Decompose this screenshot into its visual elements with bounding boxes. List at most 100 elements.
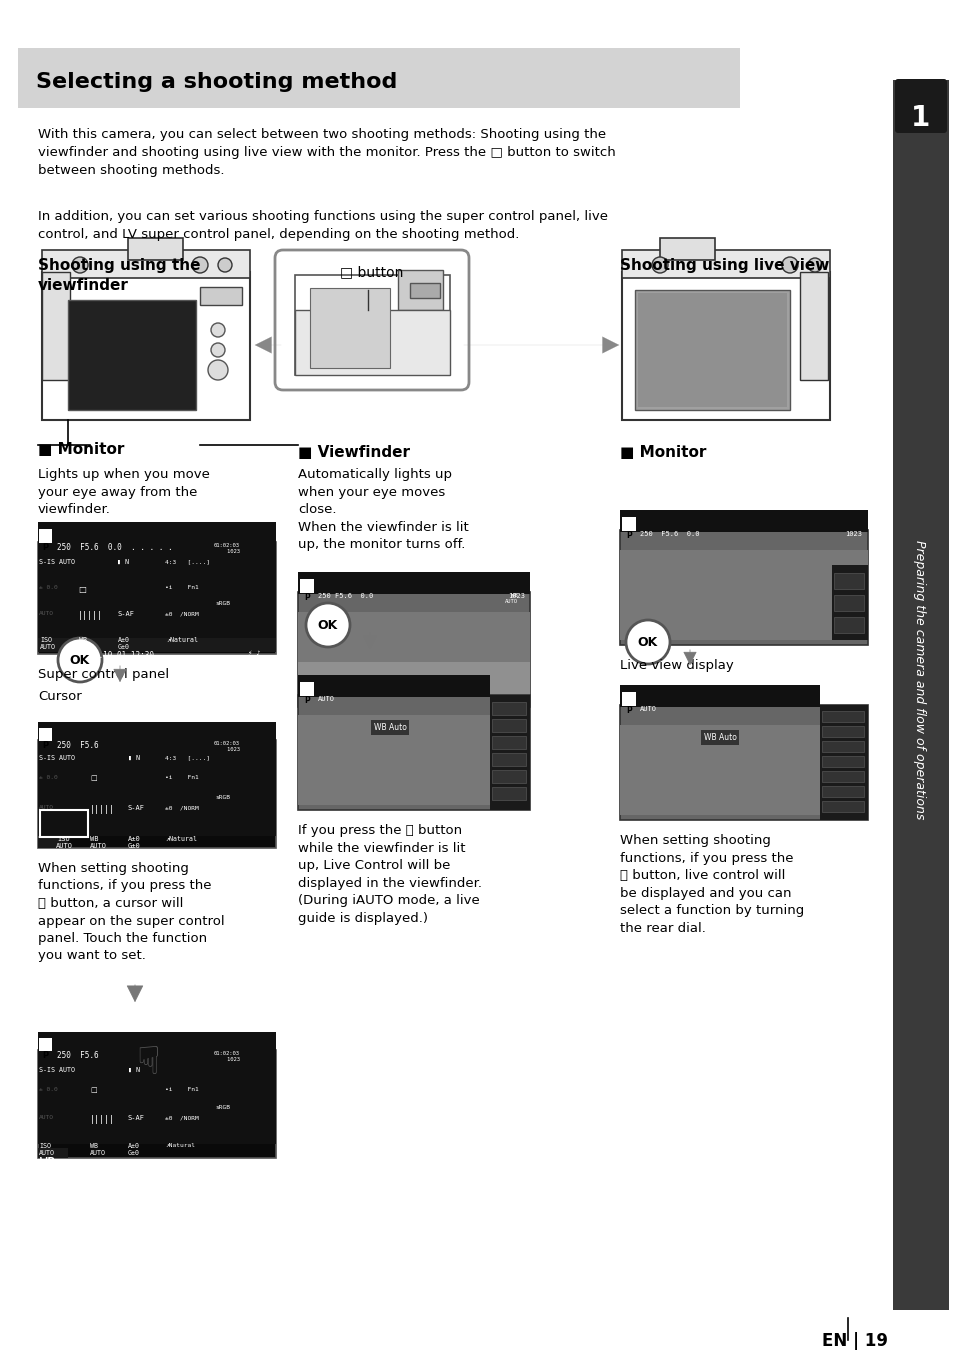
Text: 250  F5.6  0.0  . . . . .: 250 F5.6 0.0 . . . . . (57, 543, 172, 552)
Text: □: □ (78, 585, 86, 594)
Bar (38, 541, 275, 654)
Bar (621, 271, 829, 421)
Text: ▮ N: ▮ N (128, 1067, 140, 1073)
Text: S-IS AUTO: S-IS AUTO (39, 559, 75, 565)
Text: |||||: ||||| (78, 611, 103, 620)
Bar (820, 706, 867, 820)
Bar (297, 573, 530, 594)
Text: P: P (625, 531, 631, 540)
Bar (128, 237, 183, 261)
Text: •i    Fn1: •i Fn1 (165, 1087, 198, 1092)
Text: ± 0.0: ± 0.0 (39, 775, 58, 780)
Text: 1023: 1023 (844, 531, 862, 537)
Text: 1023: 1023 (507, 593, 524, 598)
Text: 250  F5.6  0.0: 250 F5.6 0.0 (639, 531, 699, 537)
Circle shape (781, 256, 797, 273)
Bar (38, 586, 275, 612)
Text: ■ Viewfinder: ■ Viewfinder (297, 445, 410, 460)
Circle shape (71, 256, 88, 273)
Text: WB
AUTO: WB AUTO (504, 593, 517, 604)
Text: P: P (42, 543, 48, 552)
Text: OK: OK (317, 619, 337, 631)
Text: WB Auto: WB Auto (702, 733, 736, 742)
Bar (294, 309, 450, 375)
Text: •i    Fn1: •i Fn1 (165, 775, 198, 780)
Text: Shooting using the
viewfinder: Shooting using the viewfinder (38, 258, 200, 293)
Circle shape (192, 256, 208, 273)
FancyBboxPatch shape (274, 250, 469, 389)
Bar (38, 722, 275, 742)
Bar (621, 692, 636, 706)
Text: Selecting a shooting method: Selecting a shooting method (36, 72, 397, 92)
Text: ▮ N: ▮ N (128, 754, 140, 761)
Text: Shooting using live view: Shooting using live view (619, 258, 828, 273)
Bar (492, 719, 525, 731)
Text: WB
AUTO: WB AUTO (90, 836, 107, 849)
Bar (800, 271, 827, 380)
Text: ± 0.0: ± 0.0 (39, 1087, 58, 1092)
Bar (297, 715, 490, 805)
Text: OK: OK (638, 635, 658, 649)
Text: ISO
AUTO: ISO AUTO (55, 836, 72, 849)
Text: ▮ N: ▮ N (117, 559, 129, 565)
Bar (38, 740, 275, 848)
Bar (38, 522, 275, 544)
Bar (297, 674, 490, 697)
Bar (38, 1148, 68, 1158)
Bar (492, 702, 525, 715)
Text: □ button: □ button (340, 265, 403, 280)
Bar (299, 579, 314, 593)
Text: AUTO: AUTO (39, 805, 54, 810)
Bar (310, 288, 390, 368)
Circle shape (211, 323, 225, 337)
Bar (492, 753, 525, 765)
Text: 4:3   [....]: 4:3 [....] (165, 559, 210, 565)
Text: S-AF: S-AF (117, 611, 133, 617)
Text: ISO
AUTO: ISO AUTO (40, 636, 56, 650)
Text: WB
AUTO: WB AUTO (90, 1143, 106, 1156)
Text: S-IS AUTO: S-IS AUTO (39, 1067, 75, 1073)
Bar (294, 275, 450, 375)
Text: Cursor: Cursor (38, 689, 82, 703)
Text: AUTO: AUTO (317, 696, 335, 702)
Text: P: P (42, 1052, 48, 1060)
Text: 01:02:03
    1023: 01:02:03 1023 (213, 1052, 240, 1061)
Bar (38, 776, 275, 806)
Text: sRGB: sRGB (214, 1105, 230, 1110)
Bar (38, 746, 275, 776)
Bar (619, 531, 867, 645)
Bar (833, 617, 863, 632)
Circle shape (625, 620, 669, 664)
Bar (297, 592, 530, 707)
Text: P: P (625, 706, 631, 715)
Text: ■ Monitor: ■ Monitor (38, 442, 124, 457)
Bar (621, 517, 636, 531)
Text: ↗Natural: ↗Natural (165, 1143, 194, 1148)
Bar (619, 550, 867, 641)
Text: AUTO: AUTO (639, 706, 657, 712)
Bar (40, 810, 88, 837)
Bar (42, 271, 250, 421)
Circle shape (306, 603, 350, 647)
Bar (38, 1050, 275, 1158)
Text: A±0
G±0: A±0 G±0 (128, 836, 141, 849)
Bar (490, 695, 530, 810)
Bar (299, 683, 314, 696)
Circle shape (651, 256, 667, 273)
Text: Lights up when you move
your eye away from the
viewfinder.: Lights up when you move your eye away fr… (38, 468, 210, 516)
Text: A±0
G±0: A±0 G±0 (128, 1143, 140, 1156)
Text: |||||: ||||| (90, 805, 115, 814)
Bar (38, 1060, 275, 1088)
Text: ■ Monitor: ■ Monitor (619, 445, 705, 460)
Bar (38, 1033, 275, 1052)
Bar (38, 839, 68, 848)
Bar (38, 612, 275, 638)
Text: With this camera, you can select between two shooting methods: Shooting using th: With this camera, you can select between… (38, 128, 615, 176)
Text: AUTO: AUTO (39, 611, 54, 616)
Text: 01:02:03
    1023: 01:02:03 1023 (213, 543, 240, 554)
Text: S-IS AUTO: S-IS AUTO (39, 754, 75, 761)
Circle shape (211, 343, 225, 357)
Text: When setting shooting
functions, if you press the
⒪ button, a cursor will
appear: When setting shooting functions, if you … (38, 862, 224, 962)
Bar (821, 786, 863, 797)
Bar (68, 300, 195, 410)
